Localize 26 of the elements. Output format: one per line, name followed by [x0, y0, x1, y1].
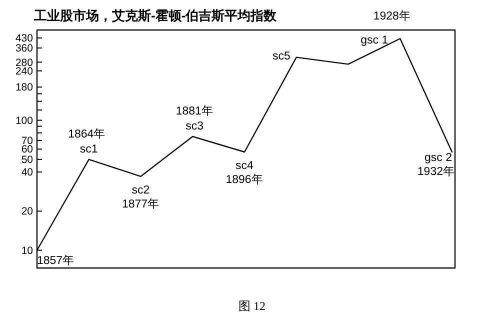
annotation: gsc 2 — [424, 152, 452, 164]
y-tick-label: 430 — [15, 32, 34, 45]
annotation: 1896年 — [226, 173, 264, 186]
y-tick-label: 20 — [21, 206, 34, 218]
caption: 图 12 — [238, 299, 266, 313]
y-tick-label: 240 — [15, 65, 34, 78]
annotation: sc1 — [80, 143, 98, 156]
y-tick-label: 40 — [21, 166, 34, 179]
text: 1928年 — [373, 10, 411, 23]
y-tick-label: 100 — [15, 114, 34, 127]
annotation: sc5 — [272, 50, 290, 62]
annotation: gsc 1 — [360, 34, 388, 47]
annotation: sc4 — [236, 160, 254, 172]
annotation: sc2 — [132, 184, 150, 196]
y-tick-label: 360 — [15, 42, 34, 55]
y-tick-label: 10 — [21, 244, 34, 257]
y-tick-label: 60 — [21, 144, 34, 156]
annotation: 1881年 — [176, 104, 214, 118]
y-tick-label: 180 — [15, 82, 34, 94]
annotation: 1857年 — [37, 254, 75, 268]
y-tick-label: 50 — [21, 154, 34, 166]
annotation: 1932年 — [417, 165, 455, 178]
annotation: 1864年 — [68, 127, 106, 140]
annotation: 1877年 — [122, 197, 160, 210]
annotation: sc3 — [186, 120, 204, 133]
chart-title: 工业股市场，艾克斯-霍顿-伯吉斯平均指数 — [33, 8, 278, 23]
